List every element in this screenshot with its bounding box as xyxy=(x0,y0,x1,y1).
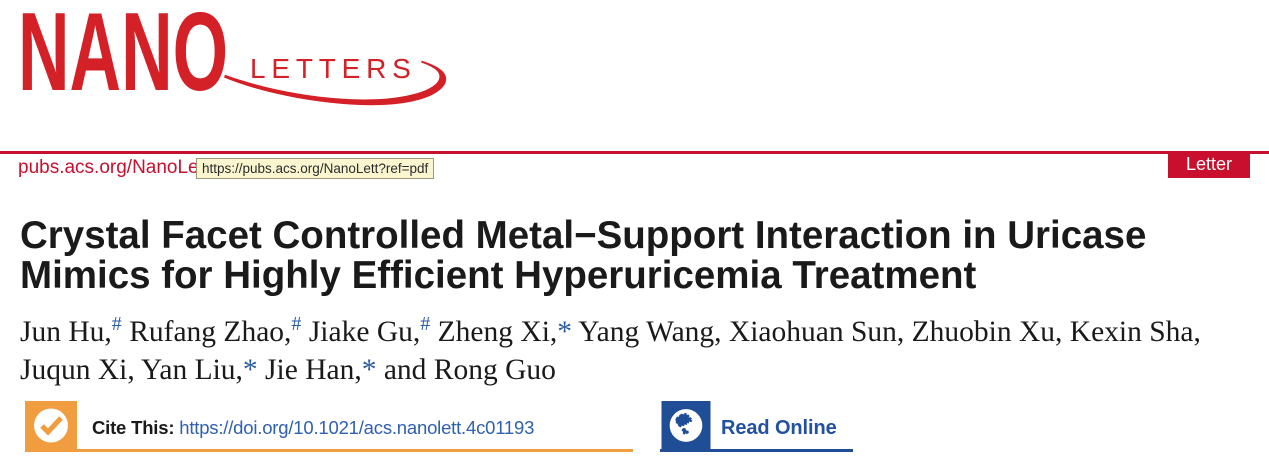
svg-text:NANO: NANO xyxy=(18,0,228,113)
svg-text:LETTERS: LETTERS xyxy=(250,53,417,84)
